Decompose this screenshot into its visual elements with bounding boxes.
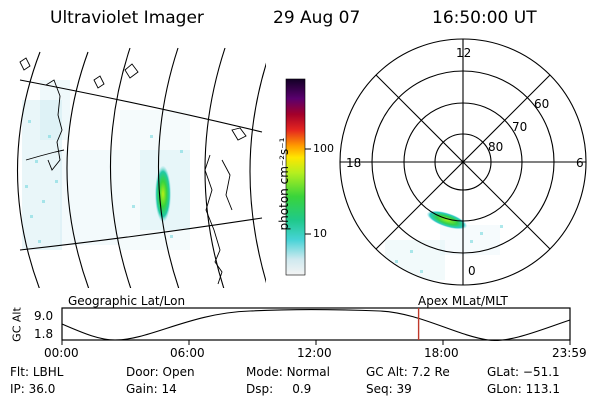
date-label: 29 Aug 07 [273,8,361,28]
status-glon: GLon: 113.1 [487,382,560,396]
status-gain: Gain: 14 [126,382,177,396]
colorbar [285,78,306,276]
mlt-label-12: 12 [456,46,472,60]
colorbar-ticks [305,148,311,235]
status-seq: Seq: 39 [366,382,412,396]
timeline-panel [61,307,571,345]
instrument-title: Ultraviolet Imager [50,8,204,28]
status-gc-alt: GC Alt: 7.2 Re [366,365,450,379]
emission-speckles [25,120,183,243]
lat-label-80: 80 [488,140,504,154]
x-tick-00: 00:00 [44,346,79,360]
mlt-label-6: 6 [576,156,584,170]
status-filter: Flt: LBHL [10,365,64,379]
colorbar-unit-label: photon cm⁻²s⁻¹ [277,137,291,231]
status-dsp: Dsp: 0.9 [246,382,312,396]
x-tick-12: 12:00 [297,346,332,360]
status-mode: Mode: Normal [246,365,330,379]
lat-label-60: 60 [534,97,550,111]
x-tick-18: 18:00 [424,346,459,360]
y-tick-9: 9.0 [34,309,54,323]
polar-plot [339,38,587,286]
auroral-oval-blob [155,166,171,222]
polar-speckles [395,225,503,273]
x-tick-2359: 23:59 [552,346,587,360]
coastline [19,57,247,285]
colorbar-tick-10: 10 [313,227,327,240]
time-label: 16:50:00 UT [432,8,537,28]
mlt-label-18: 18 [346,156,362,170]
x-tick-06: 06:00 [170,346,205,360]
colorbar-tick-100: 100 [313,142,334,155]
status-glat: GLat: −51.1 [487,365,560,379]
gc-alt-axis-label: GC Alt [10,307,24,342]
lat-label-70: 70 [512,120,528,134]
mlt-label-0: 0 [468,264,476,278]
status-ip: IP: 36.0 [10,382,56,396]
status-door: Door: Open [126,365,195,379]
altitude-curve [61,308,571,341]
geographic-image [16,47,266,288]
y-tick-1-8: 1.8 [34,327,54,341]
emission-haze [22,80,190,250]
apex-title: Apex MLat/MLT [418,294,508,308]
geographic-title: Geographic Lat/Lon [68,294,186,308]
